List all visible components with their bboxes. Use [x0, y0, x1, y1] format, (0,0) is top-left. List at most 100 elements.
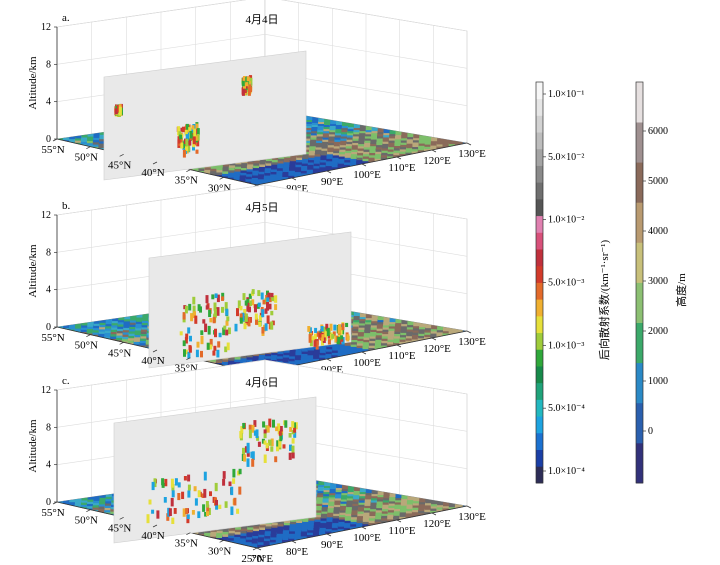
- terrain-cell: [357, 509, 366, 514]
- lat-tick-label: 35°N: [175, 175, 198, 187]
- terrain-cell: [117, 327, 125, 332]
- terrain-cell: [252, 532, 261, 536]
- aerosol-cell: [186, 514, 190, 520]
- terrain-cell: [340, 136, 349, 141]
- aerosol-cell: [225, 320, 229, 326]
- terrain-cell: [228, 534, 237, 539]
- terrain-cell: [381, 148, 390, 153]
- aerosol-cell: [205, 501, 209, 508]
- terrain-cell: [332, 151, 341, 156]
- terrain-cell: [430, 146, 439, 151]
- terrain-cell: [123, 321, 132, 326]
- terrain-cell: [296, 521, 304, 526]
- terrain-cell: [400, 328, 409, 333]
- terrain-cell: [198, 167, 207, 171]
- terrain-cell: [325, 350, 334, 355]
- z-tick-label: 0: [46, 497, 51, 508]
- lat-tick-label: 45°N: [108, 522, 131, 534]
- terrain-cell: [315, 508, 324, 513]
- aerosol-cell: [202, 504, 206, 512]
- aerosol-cell: [293, 422, 296, 428]
- terrain-cell: [124, 315, 133, 320]
- terrain-cell: [353, 318, 362, 323]
- colorbar-segment: [536, 366, 543, 384]
- terrain-cell: [307, 523, 316, 528]
- terrain-cell: [389, 132, 398, 137]
- terrain-cell: [258, 533, 267, 538]
- terrain-cell: [407, 498, 416, 503]
- terrain-cell: [129, 325, 138, 330]
- terrain-cell: [139, 341, 148, 346]
- terrain-cell: [276, 359, 285, 364]
- terrain-cell: [370, 325, 379, 330]
- terrain-cell: [365, 489, 374, 494]
- aerosol-cell: [261, 438, 265, 444]
- terrain-cell: [198, 532, 207, 537]
- terrain-cell: [382, 332, 390, 337]
- terrain-cell: [81, 496, 90, 501]
- terrain-cell: [338, 515, 347, 520]
- terrain-cell: [246, 170, 255, 175]
- terrain-cell: [81, 498, 90, 503]
- aerosol-cell: [332, 331, 336, 337]
- aerosol-cell: [206, 504, 210, 513]
- terrain-cell: [369, 337, 378, 341]
- aerosol-cell: [216, 307, 220, 316]
- aerosol-cell: [242, 447, 245, 454]
- terrain-cell: [204, 533, 213, 538]
- terrain-cell: [322, 133, 331, 138]
- terrain-cell: [210, 167, 219, 172]
- aerosol-cell: [166, 513, 170, 521]
- lat-tick-label: 30°N: [208, 545, 231, 557]
- terrain-cell: [110, 332, 119, 337]
- terrain-cell: [301, 166, 310, 171]
- terrain-cell: [371, 321, 380, 326]
- terrain-cell: [307, 163, 316, 168]
- terrain-cell: [264, 169, 273, 174]
- terrain-cell: [337, 350, 346, 355]
- terrain-cell: [381, 334, 390, 339]
- terrain-cell: [331, 353, 340, 358]
- terrain-cell: [116, 329, 125, 334]
- terrain-cell: [319, 523, 328, 528]
- aerosol-cell: [236, 308, 239, 317]
- terrain-cell: [341, 495, 349, 500]
- terrain-cell: [412, 501, 421, 506]
- terrain-cell: [276, 537, 285, 542]
- terrain-cell: [239, 178, 248, 183]
- terrain-cell: [383, 494, 392, 499]
- terrain-cell: [347, 127, 356, 132]
- terrain-cell: [308, 516, 317, 521]
- aerosol-cell: [294, 422, 298, 430]
- terrain-cell: [430, 506, 439, 511]
- terrain-cell: [344, 521, 353, 526]
- terrain-cell: [315, 511, 324, 515]
- terrain-cell: [118, 318, 126, 323]
- lat-tick: [119, 517, 124, 520]
- terrain-cell: [375, 150, 384, 155]
- terrain-cell: [370, 505, 379, 510]
- terrain-cell: [430, 327, 439, 332]
- terrain-cell: [424, 330, 433, 335]
- colorbar-segment: [636, 442, 643, 484]
- terrain-cell: [68, 502, 77, 507]
- terrain-cell: [229, 163, 237, 168]
- terrain-cell: [424, 145, 433, 150]
- terrain-cell: [331, 160, 340, 165]
- terrain-cell: [363, 147, 372, 152]
- terrain-cell: [122, 335, 131, 340]
- terrain-cell: [86, 331, 95, 336]
- terrain-cell: [352, 502, 361, 506]
- terrain-cell: [389, 495, 398, 500]
- terrain-cell: [344, 348, 352, 353]
- terrain-cell: [370, 503, 379, 507]
- terrain-cell: [364, 329, 373, 334]
- terrain-cell: [99, 137, 108, 142]
- terrain-cell: [437, 326, 446, 331]
- terrain-cell: [99, 133, 108, 137]
- terrain-cell: [353, 316, 362, 321]
- terrain-cell: [282, 531, 291, 535]
- wall-gridline: [56, 33, 468, 69]
- terrain-cell: [436, 140, 445, 145]
- terrain-cell: [240, 359, 249, 364]
